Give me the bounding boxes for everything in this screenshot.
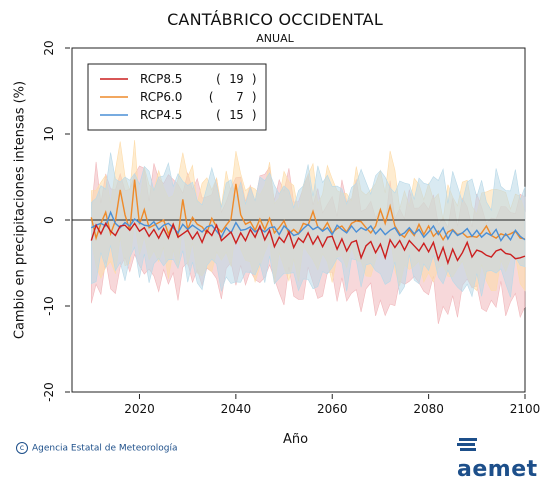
credit-label: Agencia Estatal de Meteorología <box>32 443 178 454</box>
y-axis-label: Cambio en precipitaciones intensas (%) <box>12 80 28 340</box>
x-tick-label-2060: 2060 <box>317 402 348 416</box>
x-tick-label-2040: 2040 <box>221 402 252 416</box>
legend-count-rcp85: ( 19 ) <box>215 72 258 86</box>
legend-count-rcp45: ( 15 ) <box>215 108 258 122</box>
y-tick-label--10: -10 <box>42 296 56 316</box>
x-tick-label-2020: 2020 <box>124 402 155 416</box>
chart-svg: 2020 2040 2060 2080 2100 -20 -10 0 10 20 RCP8.5 ( 1… <box>42 40 541 416</box>
series-line-rcp45 <box>90 210 526 243</box>
aemet-logo-mark-icon <box>457 438 477 451</box>
chart-title: CANTÁBRICO OCCIDENTAL <box>167 10 383 29</box>
legend-label-rcp60: RCP6.0 <box>140 90 182 104</box>
aemet-logo: aemet <box>457 432 550 482</box>
aemet-logo-text: aemet <box>457 457 538 482</box>
y-tick-label--20: -20 <box>42 382 56 402</box>
copyright-icon: c <box>16 442 28 454</box>
legend-label-rcp45: RCP4.5 <box>140 108 182 122</box>
legend-count-rcp60: ( 7 ) <box>207 90 258 104</box>
credit-text: c Agencia Estatal de Meteorología <box>16 442 178 454</box>
y-tick-label-10: 10 <box>42 126 56 141</box>
chart-subtitle: ANUAL <box>256 32 294 45</box>
y-tick-label-20: 20 <box>42 40 56 55</box>
y-tick-label-0: 0 <box>42 216 56 224</box>
x-tick-label-2100: 2100 <box>510 402 541 416</box>
x-tick-label-2080: 2080 <box>413 402 444 416</box>
series-line-rcp85 <box>90 221 526 266</box>
x-axis-label: Año <box>283 432 309 447</box>
legend-label-rcp85: RCP8.5 <box>140 72 182 86</box>
